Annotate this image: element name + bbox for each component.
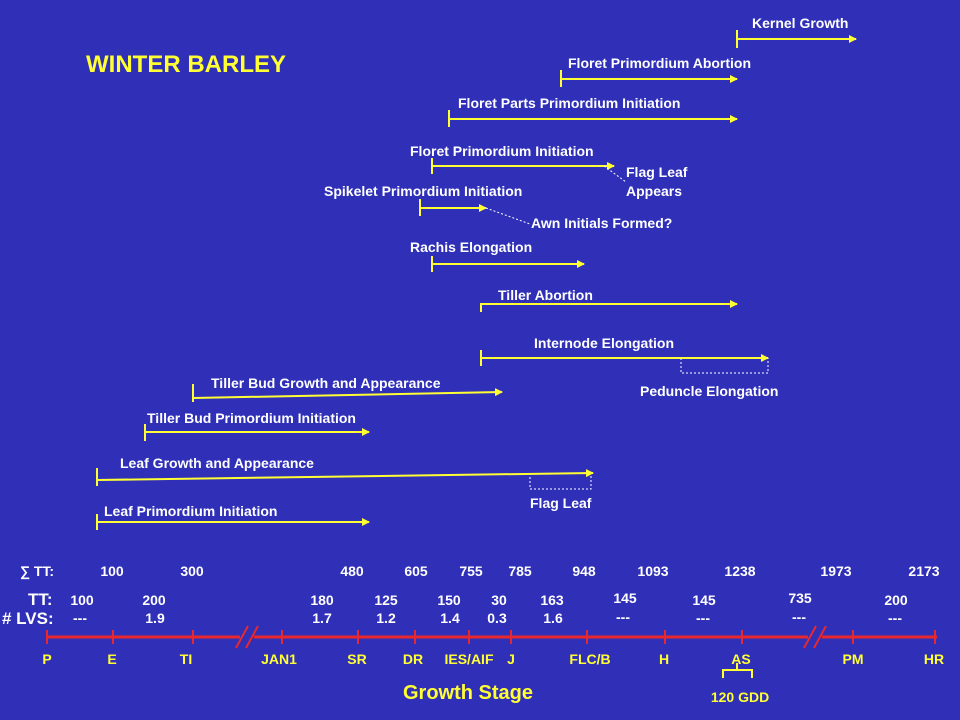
tt-value: 145 — [692, 592, 716, 608]
flag-leaf-label: Flag Leaf — [530, 495, 592, 511]
stage-label: H — [658, 651, 670, 667]
stage-label: JAN1 — [261, 651, 297, 667]
lvs-row-label: # LVS: — [2, 609, 54, 628]
lvs-value: --- — [696, 610, 710, 626]
internode-elongation-arrow — [480, 350, 769, 366]
lvs-value: 1.4 — [440, 610, 460, 626]
axis-break-marks — [235, 625, 827, 649]
stage-label: HR — [923, 651, 945, 667]
spikelet-primordium-initiation-arrow — [419, 199, 487, 216]
leaf-primordium-initiation-arrow — [96, 514, 370, 530]
tiller-bud-growth-arrow — [192, 384, 503, 402]
rachis-elongation-arrow — [431, 256, 585, 272]
awn-initials-formed-label: Awn Initials Formed? — [531, 215, 673, 231]
sum-tt-row-label: ∑ TT: — [20, 563, 55, 579]
tt-value: 30 — [491, 592, 507, 608]
lvs-value: --- — [792, 609, 806, 625]
stage-label: PM — [842, 651, 864, 667]
leaf-growth-arrow — [96, 468, 594, 486]
stage-label: SR — [347, 651, 367, 667]
stage-label: J — [507, 651, 515, 667]
tiller-abortion-arrow — [480, 300, 738, 312]
spikelet-primordium-initiation-label: Spikelet Primordium Initiation — [324, 183, 523, 199]
tt-value: 735 — [788, 590, 812, 606]
sum-tt-value: 480 — [340, 563, 364, 579]
stage-label: DR — [402, 651, 424, 667]
rachis-elongation-label: Rachis Elongation — [410, 239, 533, 255]
tt-value: 100 — [70, 592, 94, 608]
sum-tt-value: 1973 — [820, 563, 852, 579]
sum-tt-value: 605 — [404, 563, 428, 579]
flag-leaf-bracket — [529, 475, 592, 490]
internode-elongation-label: Internode Elongation — [534, 335, 674, 351]
stage-label: IES/AIF — [444, 651, 494, 667]
peduncle-elongation-bracket — [680, 358, 769, 374]
flag-leaf-appears-label-line1: Flag Leaf — [626, 164, 688, 180]
awn-initials-connector — [485, 207, 531, 225]
lvs-value: 1.9 — [145, 610, 165, 626]
stage-label: AS — [731, 651, 751, 667]
tiller-bud-primordium-initiation-label: Tiller Bud Primordium Initiation — [147, 410, 356, 426]
stage-label: FLC/B — [569, 651, 611, 667]
sum-tt-value: 785 — [508, 563, 532, 579]
floret-parts-primordium-initiation-label: Floret Parts Primordium Initiation — [458, 95, 681, 111]
flag-leaf-appears-connector — [603, 165, 627, 183]
floret-parts-primordium-initiation-arrow — [448, 110, 738, 127]
tiller-abortion-label: Tiller Abortion — [498, 287, 593, 303]
flag-leaf-appears-label-line2: Appears — [626, 183, 683, 199]
gdd-label: 120 GDD — [710, 689, 770, 705]
stage-label: TI — [179, 651, 193, 667]
floret-primordium-abortion-arrow — [560, 70, 738, 87]
stage-label: P — [42, 651, 52, 667]
tt-value: 163 — [540, 592, 564, 608]
axis-title: Growth Stage — [403, 682, 534, 704]
axis-ticks — [46, 630, 936, 644]
tiller-bud-primordium-initiation-arrow — [144, 424, 370, 441]
kernel-growth-arrow — [736, 30, 857, 48]
gdd-bracket — [722, 669, 753, 678]
tt-value: 200 — [884, 592, 908, 608]
lvs-value: --- — [616, 609, 630, 625]
kernel-growth-label: Kernel Growth — [752, 15, 849, 31]
tt-value: 145 — [613, 590, 637, 606]
floret-primordium-abortion-label: Floret Primordium Abortion — [568, 55, 752, 71]
lvs-value: --- — [73, 610, 87, 626]
tt-value: 125 — [374, 592, 398, 608]
lvs-value: --- — [888, 610, 902, 626]
floret-primordium-initiation-arrow — [431, 158, 615, 174]
leaf-primordium-initiation-label: Leaf Primordium Initiation — [104, 503, 278, 519]
lvs-value: 1.2 — [376, 610, 396, 626]
tt-value: 200 — [142, 592, 166, 608]
tt-row-label: TT: — [28, 590, 53, 609]
tt-value: 150 — [437, 592, 461, 608]
sum-tt-value: 2173 — [908, 563, 940, 579]
leaf-growth-label: Leaf Growth and Appearance — [120, 455, 314, 471]
sum-tt-value: 1238 — [724, 563, 756, 579]
diagram-title: WINTER BARLEY — [86, 51, 286, 78]
sum-tt-value: 1093 — [637, 563, 669, 579]
lvs-value: 0.3 — [487, 610, 507, 626]
stage-label: E — [107, 651, 117, 667]
lvs-value: 1.7 — [312, 610, 332, 626]
tiller-bud-growth-label: Tiller Bud Growth and Appearance — [211, 375, 441, 391]
tt-value: 180 — [310, 592, 334, 608]
sum-tt-value: 300 — [180, 563, 204, 579]
sum-tt-value: 948 — [572, 563, 596, 579]
peduncle-elongation-label: Peduncle Elongation — [640, 383, 779, 399]
sum-tt-value: 755 — [459, 563, 483, 579]
sum-tt-value: 100 — [100, 563, 124, 579]
floret-primordium-initiation-label: Floret Primordium Initiation — [410, 143, 594, 159]
lvs-value: 1.6 — [543, 610, 563, 626]
